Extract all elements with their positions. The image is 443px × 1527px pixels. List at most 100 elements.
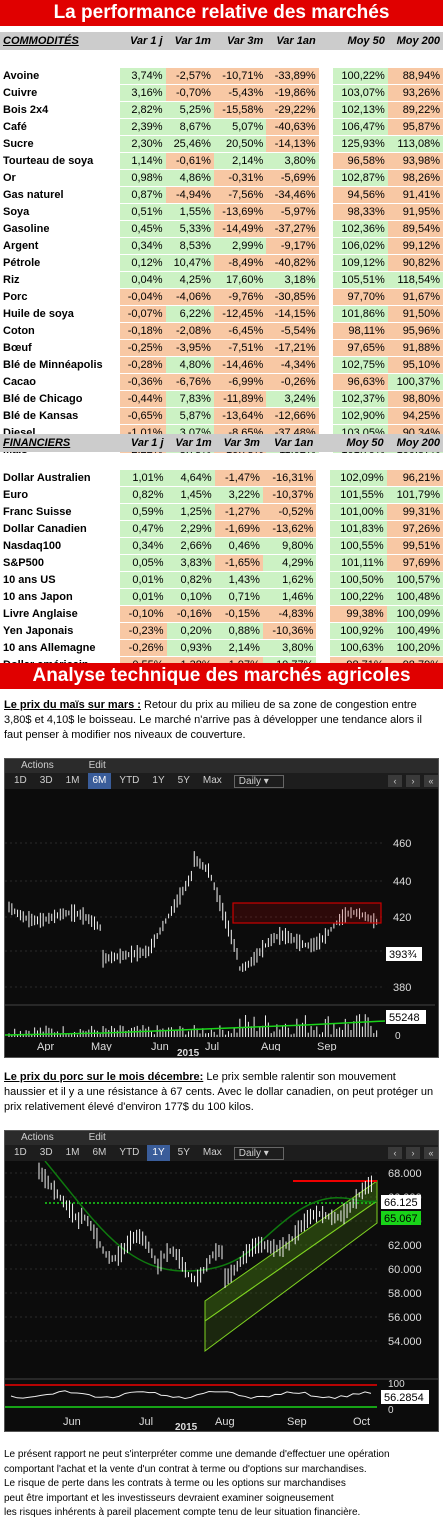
axis-strip: [5, 1051, 438, 1057]
commodity-row: Or 0,98% 4,86% -0,31% -5,69% 102,87% 98,26%: [0, 170, 443, 186]
commodity-value: 106,47%: [332, 119, 388, 135]
commodity-value: -0,36%: [120, 374, 166, 390]
financial-col-header: Var 1m: [175, 437, 212, 449]
actions-menu[interactable]: Actions: [21, 760, 54, 771]
financials-header-row: FINANCIERS Var 1 j Var 1m Var 3m Var 1an Moy …: [0, 434, 443, 452]
commodity-name: Blé de Chicago: [0, 391, 120, 407]
moving-average-label: 65.067: [384, 1213, 418, 1225]
column-gap: [318, 136, 333, 152]
year-label: 2015: [175, 1422, 198, 1431]
commodity-value: 103,07%: [332, 85, 388, 101]
commodity-value: 2,30%: [120, 136, 166, 152]
range-max-button[interactable]: Max: [202, 775, 222, 786]
range-5y-button[interactable]: 5Y: [177, 1147, 190, 1158]
commodity-value: -5,54%: [266, 323, 319, 339]
edit-menu[interactable]: Edit: [88, 1132, 106, 1143]
chart-tool-icons: ‹ › «: [384, 1147, 438, 1159]
financial-value: 97,69%: [386, 555, 443, 571]
commodity-row: Coton -0,18% -2,08% -6,45% -5,54% 98,11% 95,96…: [0, 323, 443, 339]
range-ytd-button[interactable]: YTD: [119, 1147, 140, 1158]
forward-icon[interactable]: ›: [406, 775, 420, 787]
collapse-icon[interactable]: «: [424, 775, 438, 787]
commodities-table: COMMODITÉS Var 1 j Var 1m Var 3m Var 1an Moy …: [0, 31, 443, 459]
range-1y-button[interactable]: 1Y: [152, 775, 165, 786]
commodity-value: -2,57%: [165, 68, 214, 84]
y-tick-label: 62.000: [388, 1240, 422, 1252]
financial-value: 0,46%: [214, 538, 263, 554]
range-1m-button[interactable]: 1M: [65, 775, 80, 786]
y-tick-label: 68.000: [388, 1168, 422, 1180]
range-6m-button[interactable]: 6M: [87, 773, 112, 789]
oscillator-tick-label: 0: [388, 1405, 394, 1416]
financial-name: Dollar Canadien: [0, 521, 120, 537]
commodity-value: 1,55%: [165, 204, 214, 220]
range-max-button[interactable]: Max: [202, 1147, 222, 1158]
interval-dropdown[interactable]: Daily ▾: [233, 774, 284, 788]
financial-value: -1,69%: [214, 521, 263, 537]
commodity-value: -4,34%: [266, 357, 319, 373]
column-gap: [318, 102, 333, 118]
financial-value: 0,20%: [166, 623, 215, 639]
commodity-row: Argent 0,34% 8,53% 2,99% -9,17% 106,02% 99,12%: [0, 238, 443, 254]
financial-name: Euro: [0, 487, 120, 503]
commodity-name: Bois 2x4: [0, 102, 120, 118]
commodity-name: Porc: [0, 289, 120, 305]
disclaimer: Le présent rapport ne peut s'interpréter…: [4, 1448, 440, 1521]
x-tick-label: Jul: [205, 1041, 219, 1053]
commodity-value: -0,07%: [120, 306, 166, 322]
column-gap: [318, 408, 333, 424]
column-gap: [318, 153, 333, 169]
commodity-value: -6,45%: [213, 323, 267, 339]
range-3d-button[interactable]: 3D: [39, 775, 53, 786]
commodity-value: 3,18%: [266, 272, 319, 288]
edit-menu[interactable]: Edit: [88, 760, 106, 771]
financial-row: Dollar Canadien 0,47% 2,29% -1,69% -13,62% 10…: [0, 521, 443, 537]
range-1m-button[interactable]: 1M: [65, 1147, 80, 1158]
financial-name: Livre Anglaise: [0, 606, 120, 622]
volume-tick-label: 0: [395, 1031, 401, 1042]
forward-icon[interactable]: ›: [406, 1147, 420, 1159]
x-tick-label: Apr: [37, 1041, 54, 1053]
commodity-value: -15,58%: [213, 102, 267, 118]
range-ytd-button[interactable]: YTD: [119, 775, 140, 786]
column-gap: [318, 391, 333, 407]
range-1d-button[interactable]: 1D: [14, 1147, 27, 1158]
last-price-label: 66.125: [384, 1197, 418, 1209]
commodity-value: 90,34%: [387, 425, 443, 441]
financial-value: 0,71%: [214, 589, 263, 605]
commodity-value: 5,07%: [213, 119, 267, 135]
financial-value: 3,22%: [214, 487, 263, 503]
corn-price-plot: 460440420400380393¾552480AprMayJunJulAug…: [5, 838, 438, 1057]
commodity-row: Cacao -0,36% -6,76% -6,99% -0,26% 96,63% 100,3…: [0, 374, 443, 390]
financial-value: 100,55%: [330, 538, 387, 554]
range-6m-button[interactable]: 6M: [92, 1147, 107, 1158]
range-3d-button[interactable]: 3D: [39, 1147, 53, 1158]
financial-value: 0,88%: [214, 623, 263, 639]
volume-average-line: [5, 1020, 386, 1036]
range-1y-button[interactable]: 1Y: [147, 1145, 170, 1161]
commodity-value: -0,44%: [120, 391, 166, 407]
commodity-value: 5,25%: [165, 102, 214, 118]
financial-value: 0,47%: [120, 521, 167, 537]
commodity-value: 0,87%: [120, 187, 166, 203]
financial-name: 10 ans Japon: [0, 589, 120, 605]
oscillator-value-label: 56.2854: [384, 1392, 424, 1404]
commodity-value: 4,25%: [165, 272, 214, 288]
column-gap: [316, 606, 331, 622]
range-5y-button[interactable]: 5Y: [177, 775, 190, 786]
hog-chart: Actions Edit 1D 3D 1M 6M YTD 1Y 5Y Max Daily ▾ ‹ ›…: [4, 1130, 439, 1432]
range-1d-button[interactable]: 1D: [14, 775, 27, 786]
commodity-value: -37,48%: [266, 425, 319, 441]
back-icon[interactable]: ‹: [388, 1147, 402, 1159]
commodity-row: Blé de Chicago -0,44% 7,83% -11,89% 3,24% 102…: [0, 391, 443, 407]
column-gap: [318, 425, 333, 441]
x-tick-label: Aug: [215, 1416, 235, 1428]
commodity-value: 89,54%: [387, 221, 443, 237]
collapse-icon[interactable]: «: [424, 1147, 438, 1159]
interval-dropdown[interactable]: Daily ▾: [233, 1146, 284, 1160]
financial-value: -1,27%: [214, 504, 263, 520]
financial-value: 4,29%: [262, 555, 317, 571]
back-icon[interactable]: ‹: [388, 775, 402, 787]
actions-menu[interactable]: Actions: [21, 1132, 54, 1143]
commodity-value: 95,10%: [387, 357, 443, 373]
